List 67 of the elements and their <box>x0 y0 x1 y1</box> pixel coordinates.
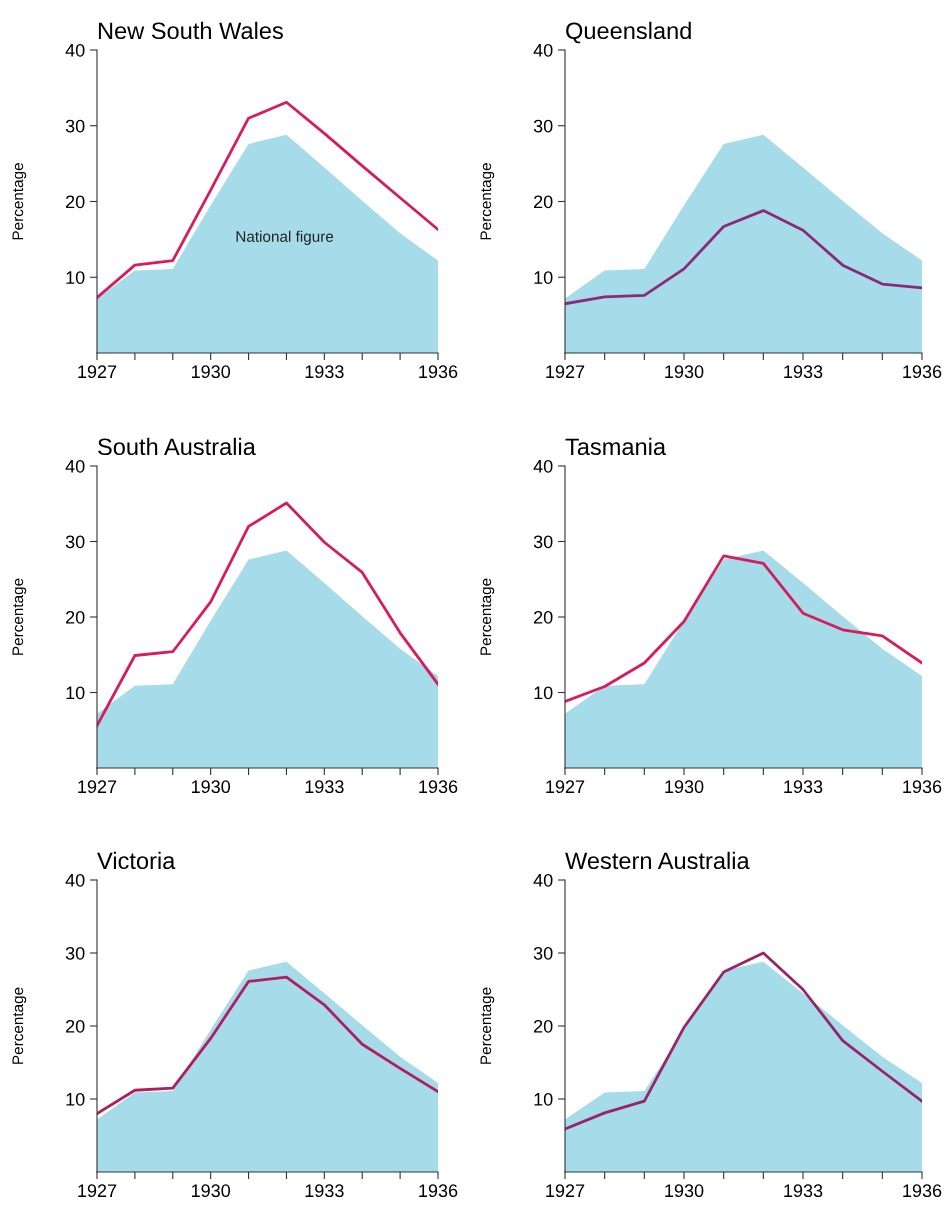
y-axis-title: Percentage <box>480 163 495 240</box>
x-tick-label: 1927 <box>546 365 585 379</box>
x-tick-label: 1933 <box>784 1184 823 1198</box>
x-tick-label: 1927 <box>546 1184 585 1198</box>
x-tick-label: 1933 <box>305 365 344 379</box>
x-tick-label: 1936 <box>419 365 458 379</box>
line-series <box>97 975 438 1115</box>
y-tick-label: 20 <box>66 195 85 209</box>
y-tick-label: 10 <box>534 686 553 700</box>
x-tick-label: 1927 <box>546 780 585 794</box>
y-tick-label: 40 <box>533 43 553 57</box>
annotation: National figure <box>236 230 334 245</box>
x-tick-label: 1933 <box>784 365 823 379</box>
x-tick-label: 1936 <box>903 1184 942 1198</box>
chart-title: Queensland <box>566 21 691 44</box>
x-tick-label: 1936 <box>903 780 942 794</box>
y-tick-label: 10 <box>66 1092 85 1106</box>
y-tick-label: 30 <box>533 119 553 133</box>
y-tick-label: 20 <box>66 610 85 624</box>
y-tick-label: 20 <box>534 1019 553 1033</box>
y-tick-label: 20 <box>534 195 553 209</box>
chart-title: Tasmania <box>565 437 667 456</box>
y-tick-label: 40 <box>533 459 553 473</box>
x-tick-label: 1933 <box>305 780 344 794</box>
y-axis-title: Percentage <box>12 987 27 1064</box>
x-tick-label: 1927 <box>78 365 117 379</box>
y-tick-label: 10 <box>534 1092 553 1106</box>
y-tick-label: 30 <box>65 946 85 960</box>
y-tick-label: 10 <box>534 271 553 284</box>
x-tick-label: 1936 <box>419 1184 458 1198</box>
x-tick-label: 1930 <box>191 1184 231 1198</box>
line-series <box>565 951 922 1131</box>
line-series <box>565 209 922 306</box>
y-axis-title: Percentage <box>480 987 495 1064</box>
x-tick-label: 1930 <box>665 780 704 794</box>
x-tick-label: 1930 <box>665 365 704 379</box>
y-tick-label: 30 <box>533 535 553 549</box>
chart-title: South Australia <box>98 437 256 456</box>
chart-title: Victoria <box>97 851 176 870</box>
y-tick-label: 10 <box>66 271 85 284</box>
y-tick-label: 40 <box>65 873 85 887</box>
y-tick-label: 40 <box>533 873 553 887</box>
x-tick-label: 1930 <box>191 365 231 379</box>
line-series <box>565 554 922 703</box>
y-tick-label: 30 <box>65 119 85 133</box>
x-tick-label: 1930 <box>665 1184 704 1198</box>
x-tick-label: 1933 <box>784 780 823 794</box>
x-tick-label: 1927 <box>78 1184 117 1198</box>
y-tick-label: 30 <box>533 946 553 960</box>
y-axis-title: Percentage <box>12 578 27 655</box>
y-tick-label: 10 <box>66 686 85 700</box>
x-tick-label: 1936 <box>903 365 942 379</box>
y-tick-label: 40 <box>65 459 85 473</box>
x-tick-label: 1927 <box>78 780 117 794</box>
chart-title: New South Wales <box>98 21 283 40</box>
y-tick-label: 20 <box>534 610 553 624</box>
y-axis-title: Percentage <box>480 578 495 655</box>
y-tick-label: 40 <box>65 43 85 57</box>
line-series <box>97 501 438 728</box>
chart-title: Western Australia <box>565 851 750 870</box>
x-tick-label: 1933 <box>305 1184 344 1198</box>
line-series <box>97 100 438 300</box>
y-axis-title: Percentage <box>12 163 27 240</box>
y-tick-label: 20 <box>66 1019 85 1033</box>
x-tick-label: 1936 <box>419 780 458 794</box>
y-tick-label: 30 <box>65 535 85 549</box>
x-tick-label: 1930 <box>191 780 231 794</box>
